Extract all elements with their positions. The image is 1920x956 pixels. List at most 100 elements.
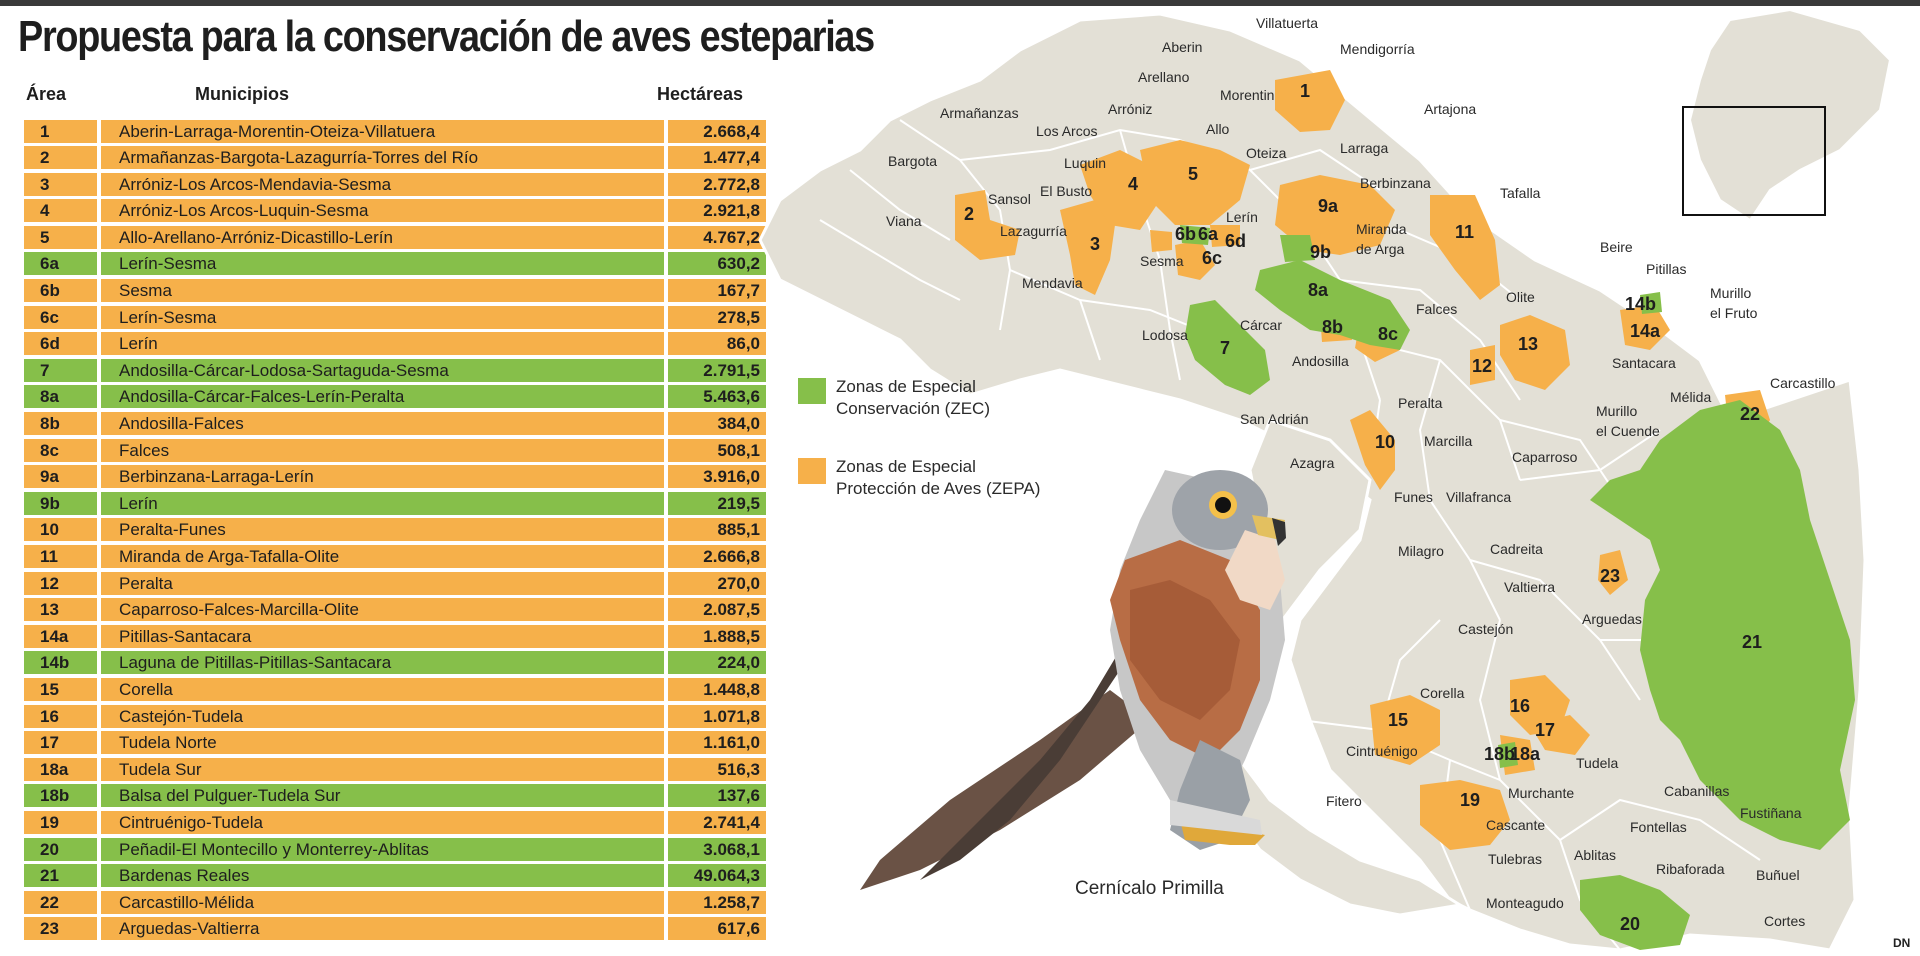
zone-6a-shape: [1180, 225, 1210, 245]
town-label: Carcastillo: [1770, 375, 1836, 391]
town-label: Murillo el Cuende: [1596, 403, 1660, 439]
hectareas-cell: 278,5: [668, 305, 766, 329]
hectareas-cell: 1.258,7: [668, 890, 766, 914]
table-row: 1 Aberin-Larraga-Morentin-Oteiza-Villatue…: [22, 118, 768, 145]
zone-label: 4: [1128, 174, 1138, 194]
header-municipios: Municipios: [195, 84, 289, 104]
area-cell: 8a: [24, 385, 97, 409]
municipios-cell: Pitillas-Santacara: [101, 624, 664, 648]
hectareas-cell: 2.087,5: [668, 598, 766, 622]
table-row: 19 Cintruénigo-Tudela 2.741,4: [22, 809, 768, 836]
area-cell: 21: [24, 864, 97, 888]
hectareas-cell: 885,1: [668, 518, 766, 542]
table-row: 12 Peralta 270,0: [22, 570, 768, 597]
area-cell: 16: [24, 704, 97, 728]
town-label: Allo: [1206, 121, 1230, 137]
zone-5-shape: [1140, 140, 1250, 225]
town-label: Los Arcos: [1036, 123, 1097, 139]
table-row: 6d Lerín 86,0: [22, 331, 768, 358]
zone-label: 8a: [1308, 280, 1329, 300]
town-label: Milagro: [1398, 543, 1444, 559]
town-label: Fustiñana: [1740, 805, 1802, 821]
area-cell: 4: [24, 199, 97, 223]
zone-14b-shape: [1640, 292, 1662, 314]
municipios-cell: Lerín: [101, 332, 664, 356]
hectareas-cell: 516,3: [668, 757, 766, 781]
credit-logo: DN: [1893, 936, 1911, 950]
table-row: 9a Berbinzana-Larraga-Lerín 3.916,0: [22, 464, 768, 491]
hectareas-cell: 4.767,2: [668, 225, 766, 249]
municipios-cell: Aberin-Larraga-Morentin-Oteiza-Villatuer…: [101, 119, 664, 143]
table-row: 21 Bardenas Reales 49.064,3: [22, 863, 768, 890]
municipios-cell: Caparroso-Falces-Marcilla-Olite: [101, 598, 664, 622]
hectareas-cell: 49.064,3: [668, 864, 766, 888]
zone-6d-shape: [1210, 225, 1240, 247]
table-row: 20 Peñadil-El Montecillo y Monterrey-Abli…: [22, 836, 768, 863]
zone-label: 6c: [1202, 248, 1222, 268]
town-label: Mélida: [1670, 389, 1711, 405]
town-label: Tulebras: [1488, 851, 1542, 867]
town-label: Larraga: [1340, 140, 1388, 156]
municipios-cell: Lerín-Sesma: [101, 305, 664, 329]
town-label: Monteagudo: [1486, 895, 1564, 911]
table-row: 4 Arróniz-Los Arcos-Luquin-Sesma 2.921,8: [22, 198, 768, 225]
zone-label: 3: [1090, 234, 1100, 254]
town-labels: Villatuerta Aberin Mendigorría Arellano More…: [886, 15, 1836, 929]
municipios-cell: Castejón-Tudela: [101, 704, 664, 728]
area-cell: 11: [24, 545, 97, 568]
zone-label: 18a: [1510, 744, 1541, 764]
zepa-areas: [955, 70, 1770, 850]
hectareas-cell: 2.772,8: [668, 172, 766, 196]
zone-label: 7: [1220, 338, 1230, 358]
town-label: Buñuel: [1756, 867, 1800, 883]
zone-label: 22: [1740, 404, 1760, 424]
zone-label: 8b: [1322, 317, 1343, 337]
areas-table: 1 Aberin-Larraga-Morentin-Oteiza-Villatue…: [22, 118, 768, 942]
zone-label: 6a: [1198, 224, 1219, 244]
hectareas-cell: 2.921,8: [668, 199, 766, 223]
municipios-cell: Carcastillo-Mélida: [101, 890, 664, 914]
zone-6c-shape: [1175, 240, 1215, 280]
municipios-cell: Andosilla-Falces: [101, 412, 664, 436]
town-label: Tafalla: [1500, 185, 1541, 201]
town-label: Bargota: [888, 153, 937, 169]
area-cell: 12: [24, 571, 97, 595]
table-row: 9b Lerín 219,5: [22, 490, 768, 517]
zone-label: 12: [1472, 356, 1492, 376]
town-label: Villatuerta: [1256, 15, 1318, 31]
hectareas-cell: 384,0: [668, 412, 766, 436]
table-row: 17 Tudela Norte 1.161,0: [22, 730, 768, 757]
zone-label: 10: [1375, 432, 1395, 452]
table-row: 7 Andosilla-Cárcar-Lodosa-Sartaguda-Sesma…: [22, 357, 768, 384]
top-rule: [0, 0, 1920, 6]
zone-label: 6d: [1225, 231, 1246, 251]
legend-zepa-swatch: [798, 458, 826, 484]
zone-label: 15: [1388, 710, 1408, 730]
municipios-cell: Berbinzana-Larraga-Lerín: [101, 465, 664, 489]
bird-caption: Cernícalo Primilla: [1075, 878, 1224, 899]
table-row: 6c Lerín-Sesma 278,5: [22, 304, 768, 331]
municipios-cell: Miranda de Arga-Tafalla-Olite: [101, 545, 664, 568]
hectareas-cell: 2.741,4: [668, 810, 766, 834]
hectareas-cell: 2.791,5: [668, 358, 766, 382]
hectareas-cell: 86,0: [668, 332, 766, 356]
zone-15-shape: [1370, 695, 1440, 765]
municipios-cell: Corella: [101, 677, 664, 701]
town-label: Castejón: [1458, 621, 1513, 637]
area-cell: 1: [24, 119, 97, 143]
zone-label: 16: [1510, 696, 1530, 716]
hectareas-cell: 224,0: [668, 651, 766, 675]
zone-19-shape: [1420, 780, 1510, 850]
table-row: 8a Andosilla-Cárcar-Falces-Lerín-Peralta 5…: [22, 384, 768, 411]
hectareas-cell: 270,0: [668, 571, 766, 595]
town-label: Arróniz: [1108, 101, 1152, 117]
town-label: Lodosa: [1142, 327, 1188, 343]
table-row: 13 Caparroso-Falces-Marcilla-Olite 2.087,5: [22, 597, 768, 624]
area-cell: 6b: [24, 279, 97, 303]
town-label: Viana: [886, 213, 922, 229]
municipios-cell: Balsa del Pulguer-Tudela Sur: [101, 784, 664, 808]
zone-6b-shape: [1150, 230, 1172, 252]
table-row: 23 Arguedas-Valtierra 617,6: [22, 916, 768, 943]
area-cell: 14a: [24, 624, 97, 648]
town-label: Funes: [1394, 489, 1433, 505]
